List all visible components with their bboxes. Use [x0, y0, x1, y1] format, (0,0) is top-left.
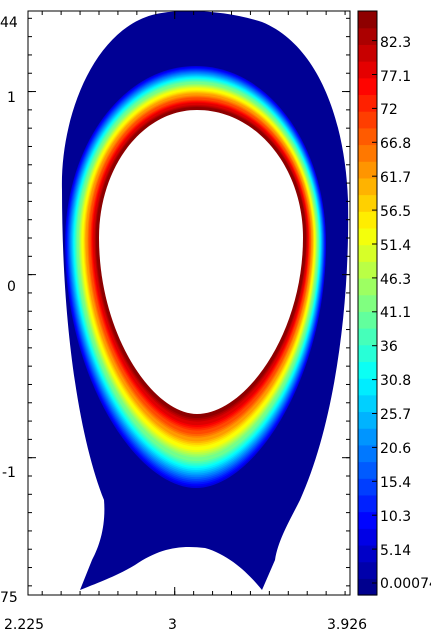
- x-tick-label-right: 3.926: [327, 617, 367, 633]
- colorbar-band: [358, 94, 377, 112]
- colorbar-label: 66.8: [380, 136, 411, 152]
- y-tick-label-minus-1: -1: [2, 465, 16, 481]
- colorbar: [358, 11, 377, 596]
- colorbar-band: [358, 478, 377, 496]
- colorbar-label: 36: [380, 339, 398, 355]
- colorbar-band: [358, 311, 377, 329]
- colorbar-band: [358, 344, 377, 362]
- colorbar-band: [358, 428, 377, 446]
- colorbar-label: 25.7: [380, 407, 411, 423]
- colorbar-band: [358, 211, 377, 229]
- colorbar-band: [358, 328, 377, 346]
- colorbar-band: [358, 44, 377, 62]
- x-tick-label-mid: 3: [168, 617, 177, 633]
- colorbar-label: 61.7: [380, 170, 411, 186]
- colorbar-label: 10.3: [380, 509, 411, 525]
- colorbar-band: [358, 578, 377, 596]
- colorbar-label: 20.6: [380, 441, 411, 457]
- colorbar-band: [358, 27, 377, 45]
- colorbar-band: [358, 294, 377, 312]
- colorbar-band: [358, 244, 377, 262]
- colorbar-band: [358, 494, 377, 513]
- colorbar-band: [358, 361, 377, 379]
- colorbar-band: [358, 444, 377, 463]
- colorbar-band: [358, 511, 377, 529]
- colorbar-band: [358, 61, 377, 79]
- y-tick-label-1: 1: [7, 90, 16, 106]
- colorbar-label: 41.1: [380, 305, 411, 321]
- colorbar-label: 77.1: [380, 69, 411, 85]
- colorbar-band: [358, 194, 377, 212]
- colorbar-label: 82.3: [380, 35, 411, 51]
- colorbar-band: [358, 111, 377, 129]
- colorbar-band: [358, 544, 377, 563]
- colorbar-label: 72: [380, 102, 398, 118]
- colorbar-band: [358, 411, 377, 429]
- colorbar-band: [358, 11, 377, 29]
- core-region: [99, 110, 303, 414]
- colorbar-band: [358, 144, 377, 162]
- colorbar-label: 15.4: [380, 475, 411, 491]
- colorbar-band: [358, 127, 377, 146]
- plot-frame: [27, 10, 351, 596]
- colorbar-band: [358, 277, 377, 296]
- colorbar-label: 0.00074: [380, 576, 431, 592]
- colorbar-band: [358, 461, 377, 479]
- colorbar-band: [358, 227, 377, 246]
- colorbar-label: 51.4: [380, 238, 411, 254]
- colorbar-band: [358, 177, 377, 196]
- x-tick-label-left: 2.225: [4, 617, 44, 633]
- y-tick-label-0: 0: [7, 279, 16, 295]
- colorbar-label: 5.14: [380, 543, 411, 559]
- colorbar-band: [358, 77, 377, 96]
- colorbar-band: [358, 261, 377, 279]
- colorbar-band: [358, 378, 377, 396]
- colorbar-band: [358, 528, 377, 546]
- colorbar-label: 46.3: [380, 272, 411, 288]
- colorbar-band: [358, 161, 377, 179]
- colorbar-label: 30.8: [380, 373, 411, 389]
- y-tick-label-top: 44: [0, 15, 18, 31]
- axis-ticks: [27, 10, 351, 596]
- colorbar-label: 56.5: [380, 204, 411, 220]
- contour-field: [61, 11, 349, 590]
- colorbar-band: [358, 561, 377, 579]
- colorbar-ticks: [372, 40, 377, 584]
- colorbar-band: [358, 394, 377, 413]
- y-tick-label-bottom: 75: [0, 590, 18, 606]
- colorbar-frame: [357, 10, 378, 596]
